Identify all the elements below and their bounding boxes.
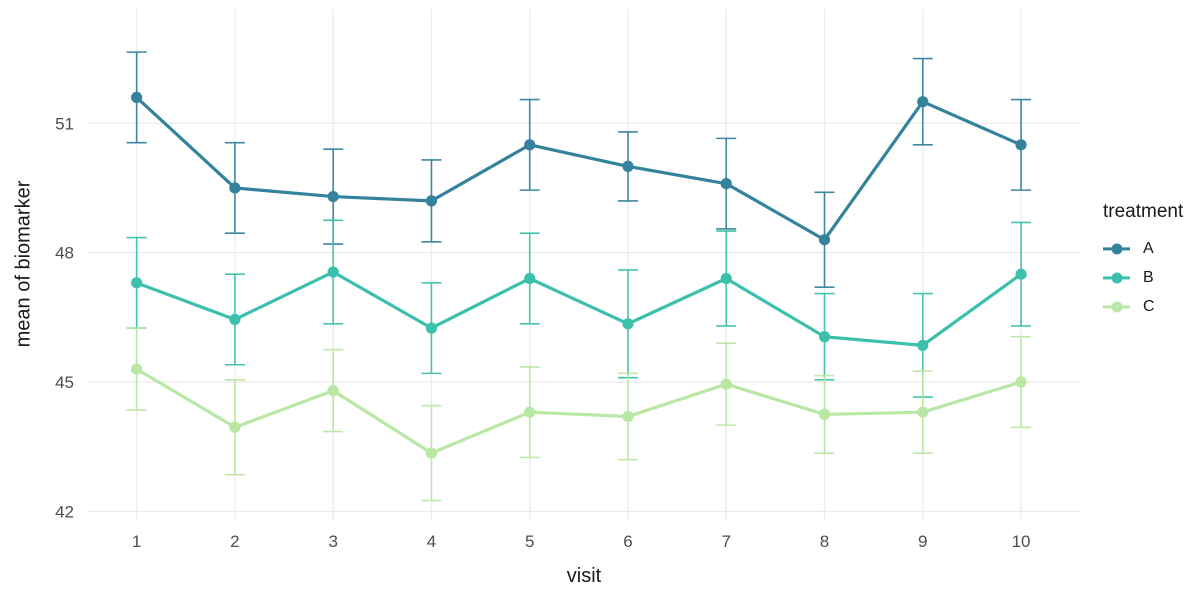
y-tick-label: 48 bbox=[55, 244, 74, 263]
data-point-B-2 bbox=[229, 313, 241, 326]
x-tick-label: 6 bbox=[623, 532, 632, 551]
x-tick-label: 7 bbox=[722, 532, 731, 551]
data-point-B-1 bbox=[131, 277, 143, 289]
data-point-C-5 bbox=[524, 406, 536, 418]
legend-key-line-dot-icon bbox=[1103, 242, 1130, 255]
x-tick-label: 3 bbox=[328, 532, 337, 551]
data-point-C-2 bbox=[229, 421, 241, 433]
data-point-A-9 bbox=[917, 96, 929, 108]
data-point-A-3 bbox=[327, 190, 339, 203]
data-point-B-3 bbox=[327, 266, 339, 278]
legend-item-c: C bbox=[1103, 292, 1183, 321]
data-point-A-2 bbox=[229, 182, 241, 194]
data-point-B-5 bbox=[524, 272, 536, 285]
x-tick-label: 8 bbox=[820, 532, 829, 551]
data-point-B-4 bbox=[425, 322, 438, 334]
data-point-A-1 bbox=[131, 91, 143, 104]
legend-item-label: C bbox=[1143, 297, 1155, 315]
legend-item-a: A bbox=[1103, 234, 1183, 263]
y-tick-label: 42 bbox=[55, 502, 74, 521]
data-point-B-9 bbox=[917, 339, 929, 351]
data-point-C-1 bbox=[131, 363, 143, 375]
series-line-B bbox=[136, 270, 1022, 347]
data-point-B-6 bbox=[622, 318, 634, 330]
data-point-A-5 bbox=[524, 139, 536, 151]
legend: treatment A B C bbox=[1103, 201, 1183, 321]
legend-item-b: B bbox=[1103, 263, 1183, 292]
x-tick-label: 5 bbox=[525, 532, 534, 551]
y-tick-label: 45 bbox=[55, 373, 74, 392]
x-axis-title: visit bbox=[566, 565, 602, 587]
data-point-A-7 bbox=[720, 178, 732, 190]
y-axis-title: mean of biomarker bbox=[12, 180, 35, 348]
data-point-B-10 bbox=[1015, 268, 1027, 280]
legend-item-label: A bbox=[1143, 239, 1154, 257]
x-tick-label: 1 bbox=[132, 532, 141, 551]
data-point-C-4 bbox=[425, 447, 438, 459]
x-tick-label: 10 bbox=[1012, 532, 1031, 551]
legend-key-line-dot-icon bbox=[1103, 300, 1130, 313]
data-point-A-4 bbox=[425, 195, 438, 207]
data-point-C-10 bbox=[1015, 376, 1027, 388]
series-line-C bbox=[135, 367, 1022, 455]
x-tick-label: 2 bbox=[230, 532, 239, 551]
series-line-A bbox=[135, 96, 1022, 242]
legend-title: treatment bbox=[1103, 201, 1184, 222]
data-point-A-6 bbox=[622, 160, 634, 172]
x-tick-label: 4 bbox=[427, 532, 436, 551]
legend-item-label: B bbox=[1143, 268, 1154, 286]
data-point-C-9 bbox=[917, 406, 929, 418]
x-tick-label: 9 bbox=[918, 532, 927, 551]
data-point-C-7 bbox=[720, 378, 732, 390]
data-point-C-3 bbox=[327, 385, 339, 397]
data-point-C-6 bbox=[622, 410, 634, 423]
data-point-A-8 bbox=[818, 234, 831, 246]
data-point-A-10 bbox=[1015, 139, 1027, 151]
data-point-B-7 bbox=[720, 272, 732, 285]
data-point-C-8 bbox=[818, 408, 831, 420]
y-tick-label: 51 bbox=[55, 114, 74, 133]
legend-key-line-dot-icon bbox=[1103, 271, 1130, 284]
data-point-B-8 bbox=[818, 331, 831, 343]
